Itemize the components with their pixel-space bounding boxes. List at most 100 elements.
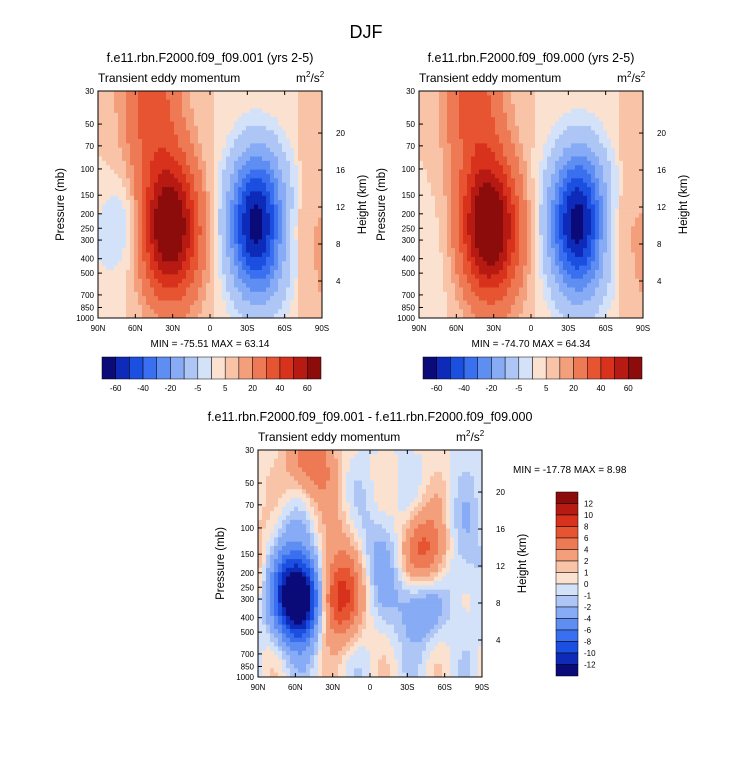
heatmap-cell bbox=[258, 121, 263, 127]
heatmap-cell bbox=[238, 217, 243, 223]
heatmap-cell bbox=[314, 191, 319, 197]
heatmap-cell bbox=[487, 95, 492, 101]
heatmap-cell bbox=[314, 195, 319, 201]
heatmap-cell bbox=[162, 296, 167, 301]
heatmap-cell bbox=[423, 178, 428, 184]
heatmap-cell bbox=[515, 130, 520, 136]
heatmap-cell bbox=[611, 213, 616, 218]
heatmap-cell bbox=[158, 191, 163, 197]
heatmap-cell bbox=[627, 160, 632, 166]
heatmap-cell bbox=[182, 313, 187, 319]
heatmap-cell bbox=[298, 112, 303, 118]
heatmap-cell bbox=[238, 291, 243, 297]
heatmap-cell bbox=[455, 195, 460, 201]
heatmap-cell bbox=[278, 283, 283, 288]
heatmap-cell bbox=[214, 204, 219, 210]
heatmap-cell bbox=[294, 252, 299, 258]
heatmap-cell bbox=[246, 104, 251, 109]
heatmap-cell bbox=[126, 243, 131, 249]
heatmap-cell bbox=[238, 152, 243, 157]
heatmap-cell bbox=[310, 278, 315, 284]
heatmap-cell bbox=[623, 108, 628, 114]
heatmap-cell bbox=[234, 191, 239, 197]
heatmap-cell bbox=[511, 117, 516, 122]
heatmap-cell bbox=[419, 200, 424, 205]
heatmap-cell bbox=[607, 239, 612, 245]
heatmap-cell bbox=[599, 200, 604, 205]
heatmap-cell bbox=[114, 296, 119, 301]
heatmap-cell bbox=[282, 99, 287, 105]
heatmap-cell bbox=[318, 274, 323, 280]
heatmap-cell bbox=[114, 221, 119, 227]
heatmap-cell bbox=[599, 147, 604, 153]
heatmap-cell bbox=[282, 134, 287, 140]
heatmap-cell bbox=[547, 243, 552, 249]
heatmap-cell bbox=[266, 178, 271, 184]
heatmap-cell bbox=[507, 121, 512, 127]
heatmap-cell bbox=[278, 91, 283, 96]
heatmap-cell bbox=[583, 169, 588, 175]
heatmap-cell bbox=[114, 243, 119, 249]
heatmap-cell bbox=[218, 226, 223, 232]
heatmap-cell bbox=[587, 152, 592, 157]
heatmap-cell bbox=[443, 187, 448, 192]
heatmap-cell bbox=[190, 173, 195, 179]
heatmap-cell bbox=[114, 95, 119, 101]
heatmap-cell bbox=[551, 130, 556, 136]
heatmap-cell bbox=[455, 178, 460, 184]
heatmap-cell bbox=[270, 283, 275, 288]
heatmap-cell bbox=[294, 125, 299, 131]
heatmap-cell bbox=[190, 160, 195, 166]
heatmap-cell bbox=[286, 274, 291, 280]
heatmap-cell bbox=[603, 95, 608, 101]
heatmap-cell bbox=[258, 173, 263, 179]
heatmap-cell bbox=[306, 309, 311, 315]
heatmap-cell bbox=[282, 283, 287, 288]
heatmap-cell bbox=[567, 230, 572, 236]
heatmap-cell bbox=[479, 191, 484, 197]
heatmap-cell bbox=[583, 208, 588, 214]
heatmap-cell bbox=[182, 274, 187, 280]
heatmap-cell bbox=[443, 99, 448, 105]
heatmap-cell bbox=[519, 239, 524, 245]
heatmap-cell bbox=[439, 99, 444, 105]
heatmap-cell bbox=[503, 191, 508, 197]
heatmap-cell bbox=[451, 169, 456, 175]
heatmap-cell bbox=[531, 125, 536, 131]
heatmap-cell bbox=[186, 309, 191, 315]
heatmap-cell bbox=[298, 204, 303, 210]
heatmap-cell bbox=[423, 230, 428, 236]
heatmap-cell bbox=[98, 108, 103, 114]
heatmap-cell bbox=[467, 239, 472, 245]
heatmap-cell bbox=[130, 300, 135, 306]
heatmap-cell bbox=[599, 104, 604, 109]
heatmap-cell bbox=[459, 147, 464, 153]
heatmap-cell bbox=[575, 200, 580, 205]
heatmap-cell bbox=[563, 95, 568, 101]
heatmap-cell bbox=[587, 239, 592, 245]
heatmap-cell bbox=[258, 226, 263, 232]
x-tick-label: 30N bbox=[165, 324, 180, 333]
heatmap-cell bbox=[507, 230, 512, 236]
heatmap-cell bbox=[234, 287, 239, 293]
heatmap-cell bbox=[431, 235, 436, 240]
heatmap-cell bbox=[483, 121, 488, 127]
heatmap-cell bbox=[318, 213, 323, 218]
heatmap-cell bbox=[419, 169, 424, 175]
heatmap-cell bbox=[439, 217, 444, 223]
heatmap-cell bbox=[543, 130, 548, 136]
heatmap-cell bbox=[134, 269, 139, 275]
heatmap-cell bbox=[122, 230, 127, 236]
heatmap-cell bbox=[451, 208, 456, 214]
panel-units: m2/s2 bbox=[617, 70, 646, 85]
heatmap-cell bbox=[278, 112, 283, 118]
heatmap-cell bbox=[170, 239, 175, 245]
heatmap-cell bbox=[282, 304, 287, 310]
heatmap-cell bbox=[635, 221, 640, 227]
heatmap-cell bbox=[511, 108, 516, 114]
heatmap-cell bbox=[447, 204, 452, 210]
heatmap-cell bbox=[286, 213, 291, 218]
heatmap-cell bbox=[439, 195, 444, 201]
heatmap-cell bbox=[254, 95, 259, 101]
heatmap-cell bbox=[523, 204, 528, 210]
